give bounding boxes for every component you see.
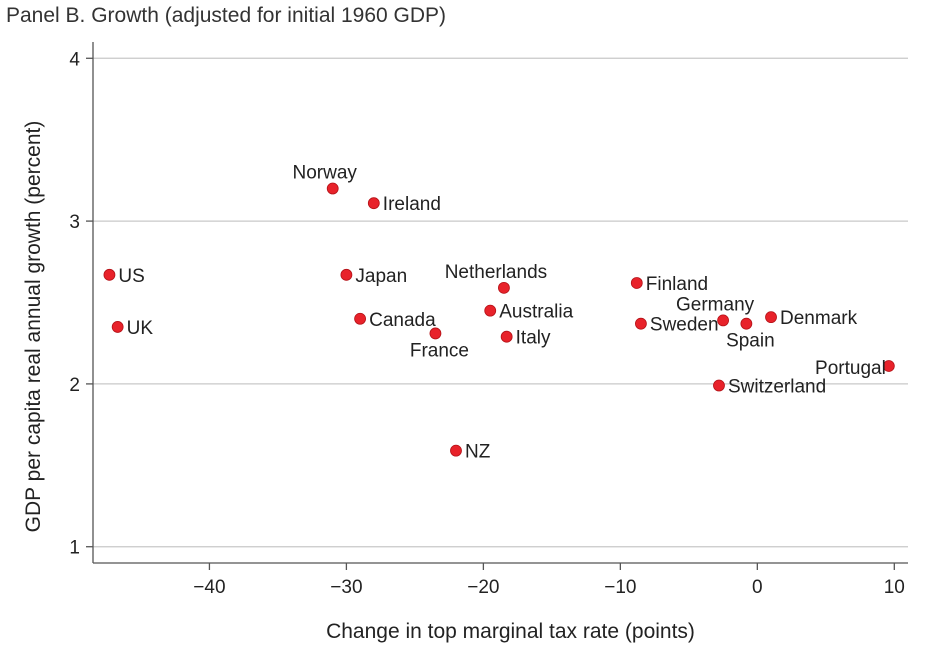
data-point-france bbox=[429, 327, 442, 340]
data-point-finland bbox=[630, 277, 643, 289]
x-tick-label: −20 bbox=[467, 577, 499, 598]
x-axis-title: Change in top marginal tax rate (points) bbox=[326, 620, 695, 643]
y-tick-label: 4 bbox=[69, 49, 80, 70]
data-point-italy bbox=[500, 330, 513, 343]
point-label-norway: Norway bbox=[293, 163, 358, 184]
y-tick-label: 3 bbox=[69, 212, 80, 233]
point-label-us: US bbox=[118, 266, 144, 287]
data-point-australia bbox=[484, 304, 497, 317]
y-tick-label: 2 bbox=[69, 375, 80, 396]
x-tick-label: 10 bbox=[884, 577, 905, 598]
data-point-japan bbox=[340, 268, 353, 281]
point-label-germany: Germany bbox=[676, 294, 755, 315]
data-point-norway bbox=[326, 182, 339, 195]
data-point-denmark bbox=[765, 311, 777, 324]
data-point-us bbox=[103, 268, 116, 281]
point-label-uk: UK bbox=[127, 318, 154, 339]
data-point-sweden bbox=[634, 317, 647, 330]
data-point-nz bbox=[450, 444, 462, 457]
data-point-netherlands bbox=[498, 281, 510, 294]
point-label-france: France bbox=[410, 340, 469, 361]
point-label-denmark: Denmark bbox=[780, 308, 858, 329]
point-label-ireland: Ireland bbox=[383, 194, 441, 215]
y-tick-label: 1 bbox=[69, 538, 80, 559]
data-point-portugal bbox=[882, 360, 895, 372]
data-points: US UK Norway Ireland Japan Canada France NZ Neth… bbox=[103, 163, 895, 463]
y-axis-title: GDP per capita real annual growth (perce… bbox=[22, 121, 45, 533]
point-label-netherlands: Netherlands bbox=[445, 262, 547, 283]
point-label-canada: Canada bbox=[369, 310, 436, 331]
x-tick-label: −30 bbox=[330, 577, 362, 598]
data-point-uk bbox=[111, 321, 124, 333]
point-label-japan: Japan bbox=[355, 266, 407, 287]
point-label-sweden: Sweden bbox=[650, 315, 719, 336]
x-tick-label: −10 bbox=[604, 577, 636, 598]
gridlines bbox=[93, 57, 908, 548]
point-label-australia: Australia bbox=[499, 302, 573, 323]
point-label-finland: Finland bbox=[646, 274, 708, 295]
data-point-germany bbox=[717, 314, 729, 327]
chart-title: Panel B. Growth (adjusted for initial 19… bbox=[6, 4, 447, 27]
data-point-switzerland bbox=[713, 379, 725, 392]
point-label-spain: Spain bbox=[726, 331, 775, 352]
point-label-portugal: Portugal bbox=[815, 358, 886, 379]
axis-ticks: 1 2 3 4 −40 −30 −20 −10 0 10 bbox=[69, 49, 904, 598]
data-point-canada bbox=[354, 312, 367, 325]
data-point-spain bbox=[740, 317, 753, 330]
x-tick-label: −40 bbox=[193, 577, 225, 598]
point-label-italy: Italy bbox=[516, 328, 551, 349]
data-point-ireland bbox=[367, 197, 380, 210]
x-tick-label: 0 bbox=[752, 577, 763, 598]
point-label-nz: NZ bbox=[465, 442, 491, 463]
point-label-switzerland: Switzerland bbox=[728, 377, 826, 398]
